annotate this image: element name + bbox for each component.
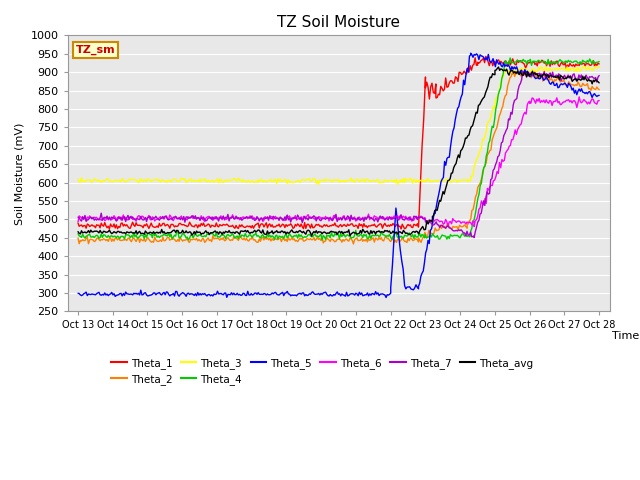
Y-axis label: Soil Moisture (mV): Soil Moisture (mV) bbox=[15, 122, 25, 225]
Text: TZ_sm: TZ_sm bbox=[76, 45, 115, 55]
X-axis label: Time: Time bbox=[612, 331, 639, 341]
Title: TZ Soil Moisture: TZ Soil Moisture bbox=[277, 15, 400, 30]
Legend: Theta_1, Theta_2, Theta_3, Theta_4, Theta_5, Theta_6, Theta_7, Theta_avg: Theta_1, Theta_2, Theta_3, Theta_4, Thet… bbox=[107, 354, 538, 389]
